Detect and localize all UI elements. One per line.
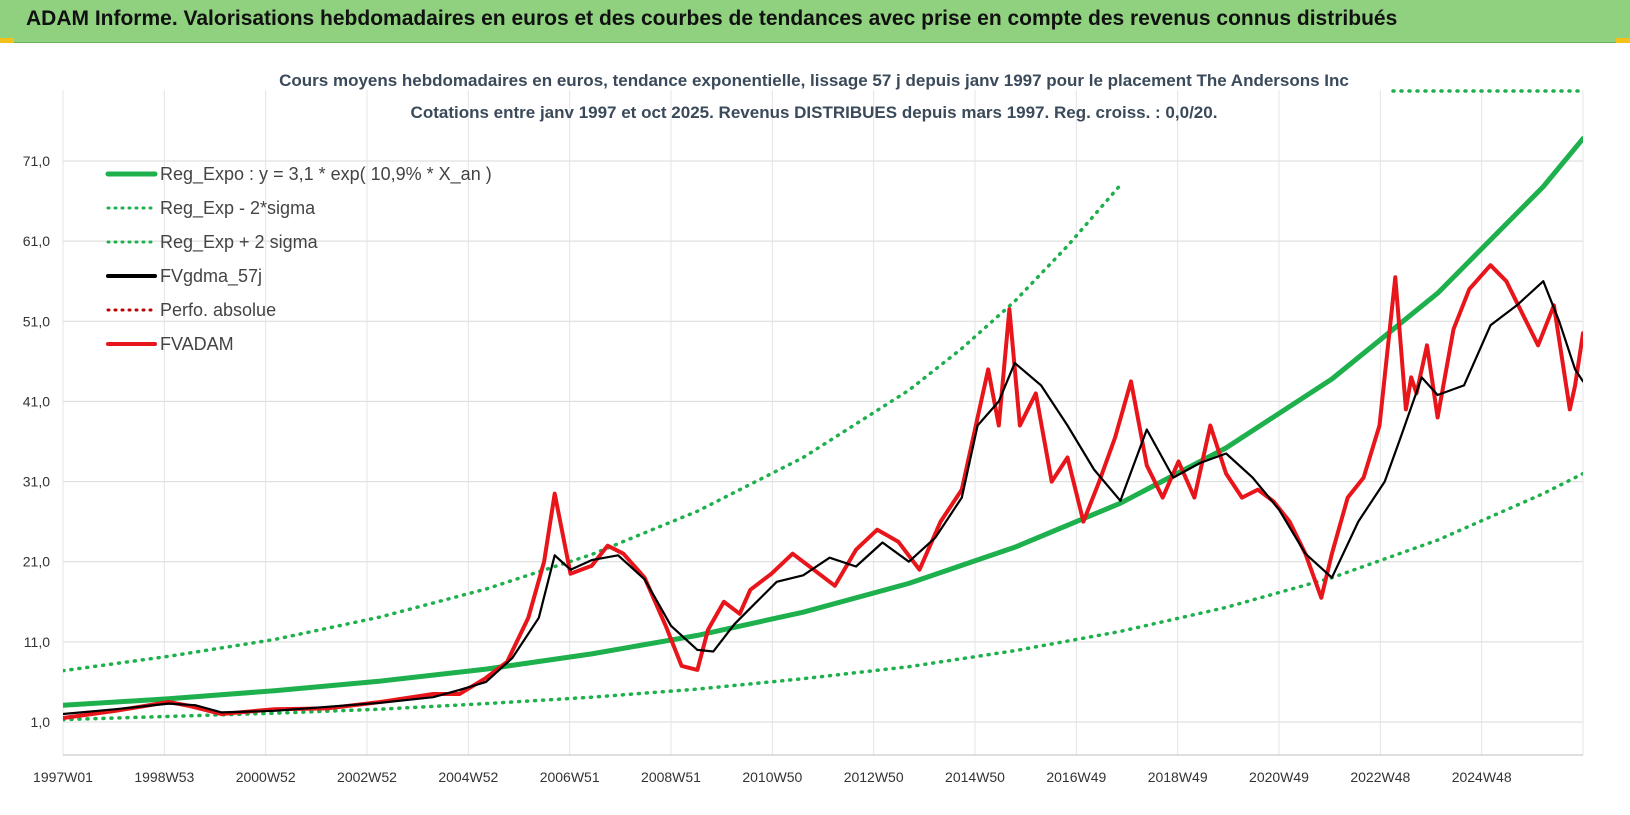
legend-label: Reg_Exp - 2*sigma	[160, 198, 316, 219]
x-axis-ticks: 1997W01 1998W53 2000W52 2002W52 2004W52 2006W…	[33, 769, 1512, 785]
series-line	[63, 280, 1583, 716]
y-tick-label: 71,0	[23, 153, 50, 169]
series-line	[63, 263, 1583, 720]
x-tick-label: 2020W49	[1249, 769, 1309, 785]
legend-label: Perfo. absolue	[160, 300, 276, 320]
y-tick-label: 1,0	[31, 714, 51, 730]
y-axis-ticks: 1,0 11,0 21,0 31,0 41,0 51,0 61,0 71,0	[23, 153, 50, 730]
x-tick-label: 2024W48	[1452, 769, 1512, 785]
y-tick-label: 61,0	[23, 233, 50, 249]
header-banner: ADAM Informe. Valorisations hebdomadaire…	[0, 0, 1630, 43]
y-tick-label: 21,0	[23, 554, 50, 570]
legend-label: FVADAM	[160, 334, 234, 354]
x-tick-label: 2006W51	[540, 769, 600, 785]
x-tick-label: 2022W48	[1350, 769, 1410, 785]
legend-label: FVgdma_57j	[160, 266, 262, 287]
series-line	[63, 136, 1583, 708]
y-tick-label: 41,0	[23, 393, 50, 409]
series-line	[63, 183, 1123, 673]
x-tick-label: 2004W52	[438, 769, 498, 785]
x-tick-label: 2018W49	[1148, 769, 1208, 785]
chart-subtitle-line-1: Cours moyens hebdomadaires en euros, ten…	[279, 71, 1349, 90]
x-tick-label: 2002W52	[337, 769, 397, 785]
x-tick-label: 2008W51	[641, 769, 701, 785]
series-line	[63, 471, 1583, 722]
y-tick-label: 51,0	[23, 313, 50, 329]
series-layer	[63, 136, 1583, 722]
grid-layer	[62, 89, 1585, 756]
x-tick-label: 1997W01	[33, 769, 93, 785]
x-tick-label: 2010W50	[742, 769, 802, 785]
legend-label: Reg_Expo : y = 3,1 * exp( 10,9% * X_an )	[160, 164, 492, 185]
x-tick-label: 2012W50	[844, 769, 904, 785]
legend-label: Reg_Exp + 2 sigma	[160, 232, 319, 253]
x-tick-label: 2000W52	[236, 769, 296, 785]
corner-marker-right	[1616, 38, 1630, 43]
chart-subtitle-line-2: Cotations entre janv 1997 et oct 2025. R…	[411, 103, 1218, 122]
page-title: ADAM Informe. Valorisations hebdomadaire…	[26, 7, 1398, 30]
x-tick-label: 2014W50	[945, 769, 1005, 785]
corner-marker-left	[0, 38, 14, 43]
x-tick-label: 2016W49	[1046, 769, 1106, 785]
legend: Reg_Expo : y = 3,1 * exp( 10,9% * X_an )…	[105, 164, 492, 354]
x-tick-label: 1998W53	[134, 769, 194, 785]
y-tick-label: 11,0	[24, 634, 50, 650]
y-tick-label: 31,0	[23, 474, 50, 490]
